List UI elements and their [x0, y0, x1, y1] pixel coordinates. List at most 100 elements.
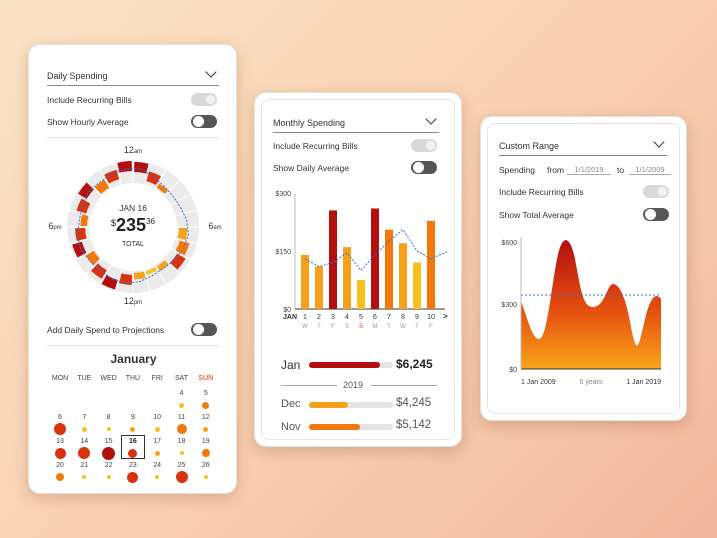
jan-value: $6,245: [396, 357, 433, 371]
weekday-header: THU: [125, 375, 141, 382]
bar: [343, 247, 351, 309]
spend-dot: [127, 471, 139, 483]
dec-value: $4,245: [396, 397, 432, 409]
projections-toggle[interactable]: [191, 323, 217, 336]
x-tick-label: 10: [427, 314, 435, 321]
custom-range-dropdown[interactable]: Custom Range: [499, 136, 667, 156]
hour-segment: [156, 183, 169, 194]
to-date-input[interactable]: 1/1/2009: [629, 165, 671, 175]
bar: [427, 220, 435, 309]
x-start-label: 1 Jan 2009: [521, 379, 556, 386]
hourly-average-toggle[interactable]: [191, 115, 217, 128]
calendar-day[interactable]: 20: [56, 462, 64, 469]
calendar-day[interactable]: 15: [104, 438, 113, 445]
include-recurring-toggle[interactable]: [643, 185, 669, 198]
include-recurring-toggle[interactable]: [191, 93, 217, 106]
calendar-day[interactable]: 21: [80, 462, 89, 469]
hour-segment: [133, 271, 146, 280]
calendar-day[interactable]: 6: [58, 414, 62, 421]
area-fill: [521, 240, 661, 369]
calendar-day[interactable]: 23: [128, 462, 137, 469]
weekday-header: TUE: [77, 375, 92, 382]
bar: [301, 254, 309, 309]
calendar-day[interactable]: 16: [128, 438, 137, 445]
dropdown-label: Daily Spending: [47, 71, 108, 81]
hourly-radial-chart: 12am 6am 12pm 6pm JAN 16 $23536 TOTAL: [48, 145, 221, 306]
monthly-bar-chart: $300 $150 $0 1 W 2 T 3 F 4 S 5 S 6 M 7 T 8 W 9 T 10 F JAN >: [275, 191, 448, 330]
y-tick-label: $0: [283, 307, 291, 314]
weekday-tick-label: T: [387, 324, 391, 330]
calendar-day[interactable]: 26: [201, 462, 210, 469]
hourly-average-line: [77, 168, 189, 284]
calendar-day[interactable]: 14: [80, 438, 89, 445]
total-average-toggle[interactable]: [643, 208, 669, 221]
spend-dot: [155, 475, 160, 479]
calendar-day[interactable]: 22: [104, 462, 113, 469]
hour-segment: [94, 179, 110, 194]
include-recurring-label: Include Recurring Bills: [499, 187, 584, 197]
calendar-day[interactable]: 24: [153, 462, 162, 469]
spend-dot: [106, 475, 111, 479]
spend-dot: [78, 447, 91, 459]
dropdown-label: Custom Range: [499, 141, 560, 151]
custom-range-area-chart: $600 $300 $0 1 Jan 2009 5 years 1 Jan 20…: [501, 237, 661, 386]
dec-label: Dec: [281, 398, 301, 410]
hour-segment: [117, 161, 132, 173]
year-divider-right: [371, 385, 437, 386]
spend-dot: [176, 424, 187, 434]
bar: [385, 229, 393, 309]
monthly-spending-dropdown[interactable]: Monthly Spending: [273, 113, 439, 133]
dec-bar: [309, 402, 393, 408]
x-tick-label: 5: [359, 314, 363, 321]
x-end-label: 1 Jan 2019: [626, 379, 661, 386]
weekday-tick-label: M: [373, 324, 378, 330]
calendar-day[interactable]: 8: [106, 414, 111, 421]
dropdown-label: Monthly Spending: [273, 118, 346, 128]
include-recurring-toggle[interactable]: [411, 139, 437, 152]
calendar-day[interactable]: 11: [177, 414, 186, 421]
daily-spending-card: Daily Spending Include Recurring Bills S…: [28, 44, 237, 494]
calendar-day[interactable]: 5: [203, 390, 208, 397]
y-tick-label: $300: [275, 191, 291, 198]
include-recurring-label: Include Recurring Bills: [47, 95, 132, 105]
daily-average-toggle[interactable]: [411, 161, 437, 174]
bar: [399, 243, 407, 309]
spend-dot: [130, 426, 136, 432]
jan-label: Jan: [281, 358, 301, 372]
calendar-day[interactable]: 4: [179, 390, 184, 397]
hour-segment: [85, 250, 100, 266]
projections-label: Add Daily Spend to Projections: [47, 325, 165, 335]
calendar-day[interactable]: 10: [153, 414, 162, 421]
spending-label: Spending: [499, 165, 535, 175]
calendar-day[interactable]: 18: [177, 438, 186, 445]
calendar-day[interactable]: 7: [82, 414, 87, 421]
calendar-day[interactable]: 19: [201, 438, 210, 445]
spend-dot: [82, 475, 87, 479]
hour-segment: [145, 267, 157, 275]
from-date-input[interactable]: 1/1/2019: [567, 165, 611, 175]
spend-dot: [54, 423, 66, 435]
calendar-day[interactable]: 9: [130, 414, 135, 421]
weekday-tick-label: F: [429, 324, 433, 330]
calendar-day[interactable]: 25: [177, 462, 186, 469]
hour-segment: [175, 240, 190, 256]
bar: [315, 266, 323, 309]
radial-total-label: TOTAL: [122, 241, 144, 248]
hour-segment: [156, 260, 169, 272]
weekday-tick-label: S: [359, 324, 363, 330]
calendar-day[interactable]: 12: [201, 414, 210, 421]
bar: [413, 262, 421, 309]
x-tick-label: 2: [317, 314, 321, 321]
calendar-day[interactable]: 13: [56, 438, 64, 445]
weekday-header: SAT: [174, 375, 189, 382]
calendar-month: January: [110, 352, 157, 366]
spend-dot: [102, 446, 116, 460]
calendar-day[interactable]: 17: [153, 438, 162, 445]
year-label: 2019: [343, 380, 364, 390]
month-label: JAN: [283, 314, 297, 321]
from-label: from: [547, 165, 564, 175]
include-recurring-label: Include Recurring Bills: [273, 141, 358, 151]
hour-segment: [170, 253, 186, 270]
daily-spending-dropdown[interactable]: Daily Spending: [47, 66, 219, 86]
bar: [329, 210, 337, 309]
